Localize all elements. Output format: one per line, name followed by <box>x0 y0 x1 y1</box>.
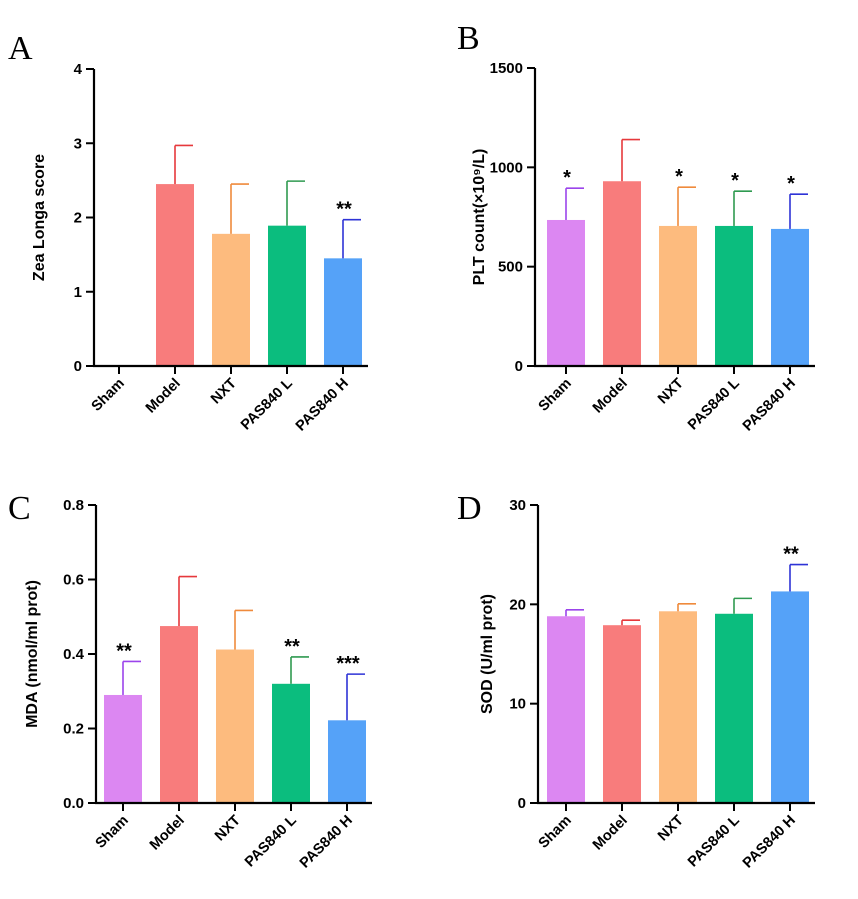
category-label: Model <box>147 813 188 854</box>
significance-marker: ** <box>336 199 352 221</box>
bar-nxt <box>216 649 254 803</box>
bar-pas840-h <box>771 228 809 366</box>
bar-model <box>603 181 641 366</box>
y-tick-label: 0 <box>515 358 523 375</box>
significance-marker: ** <box>116 640 132 662</box>
panel-label: A <box>8 30 33 67</box>
category-label: NXT <box>212 812 244 844</box>
y-tick-label: 0.6 <box>63 572 84 589</box>
category-label: Model <box>590 813 631 854</box>
category-label: Sham <box>93 813 132 852</box>
y-axis-label: PLT count(×10⁹/L) <box>471 149 488 286</box>
category-label: NXT <box>655 812 687 844</box>
category-label: Sham <box>89 376 128 415</box>
category-label: PAS840 H <box>297 813 356 872</box>
bar-pas840-l <box>715 225 753 366</box>
y-tick-label: 0 <box>74 358 82 375</box>
significance-marker: * <box>675 166 683 188</box>
bar-model <box>603 625 641 803</box>
category-label: PAS840 H <box>740 813 799 872</box>
y-tick-label: 0 <box>518 795 526 812</box>
bar-sham <box>547 219 585 366</box>
significance-marker: * <box>731 170 739 192</box>
y-tick-label: 500 <box>498 259 523 276</box>
y-tick-label: 0.2 <box>63 721 84 738</box>
category-label: PAS840 H <box>740 376 799 435</box>
y-tick-label: 1 <box>74 284 82 301</box>
y-axis-label: Zea Longa score <box>31 154 48 281</box>
y-axis-label: SOD (U/ml prot) <box>479 594 496 714</box>
bar-model <box>160 626 198 803</box>
category-label: Model <box>590 376 631 417</box>
category-label: PAS840 H <box>293 376 352 435</box>
bar-nxt <box>659 225 697 366</box>
bar-nxt <box>212 233 250 366</box>
bar-sham <box>104 694 142 803</box>
panel-B: B PLT count(×10⁹/L) * Sham Model * NXT * PAS840 … <box>457 20 815 435</box>
bar-pas840-l <box>272 683 310 803</box>
panel-label: C <box>8 490 31 527</box>
category-label: PAS840 L <box>685 375 743 433</box>
significance-marker: ** <box>783 544 799 566</box>
panel-label: B <box>457 20 480 57</box>
bar-pas840-h <box>324 258 362 366</box>
category-label: PAS840 L <box>242 812 300 870</box>
y-tick-label: 1000 <box>490 159 523 176</box>
y-tick-label: 4 <box>74 61 83 78</box>
category-label: Sham <box>536 813 575 852</box>
bar-pas840-h <box>771 591 809 803</box>
category-label: NXT <box>208 375 240 407</box>
significance-marker: * <box>563 167 571 189</box>
category-label: NXT <box>655 375 687 407</box>
y-tick-label: 0.8 <box>63 497 84 514</box>
category-label: Model <box>143 376 184 417</box>
y-axis-label: MDA (nmol/ml prot) <box>24 580 41 728</box>
bar-sham <box>547 616 585 803</box>
significance-marker: ** <box>284 636 300 658</box>
bar-model <box>156 184 194 366</box>
panel-label: D <box>457 490 482 527</box>
bar-pas840-h <box>328 720 366 803</box>
y-tick-label: 3 <box>74 135 82 152</box>
bar-pas840-l <box>268 225 306 366</box>
significance-marker: *** <box>336 653 360 675</box>
y-tick-label: 30 <box>509 497 526 514</box>
bar-nxt <box>659 611 697 803</box>
y-tick-label: 1500 <box>490 60 523 77</box>
y-tick-label: 0.4 <box>63 646 85 663</box>
y-tick-label: 10 <box>509 696 526 713</box>
y-tick-label: 0.0 <box>63 795 84 812</box>
category-label: PAS840 L <box>685 812 743 870</box>
category-label: PAS840 L <box>238 375 296 433</box>
panel-C: C MDA (nmol/ml prot) ** Sham Model NXT ** PAS84… <box>8 490 372 872</box>
category-label: Sham <box>536 376 575 415</box>
y-tick-label: 20 <box>509 596 526 613</box>
significance-marker: * <box>787 173 795 195</box>
y-tick-label: 2 <box>74 210 82 227</box>
bar-pas840-l <box>715 613 753 803</box>
